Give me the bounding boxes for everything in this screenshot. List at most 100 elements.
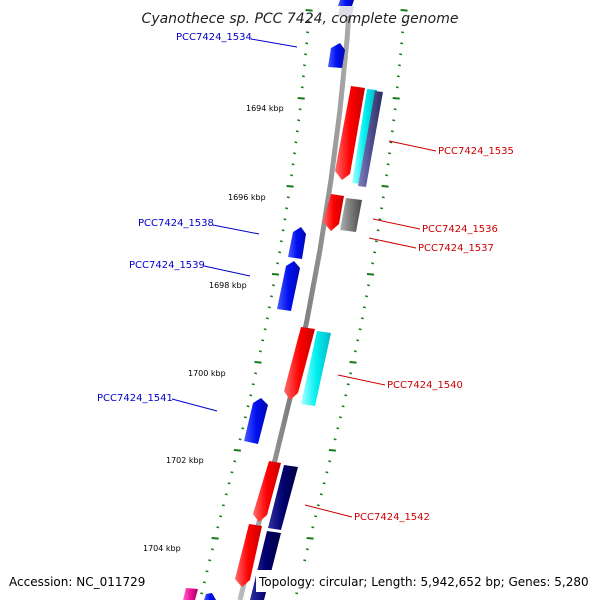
- gene-label-forward: PCC7424_1539: [129, 260, 205, 271]
- scale-label: 1702 kbp: [166, 456, 204, 465]
- tick-mark: [356, 339, 360, 342]
- tick-mark: [328, 449, 336, 452]
- tick-mark: [230, 471, 234, 474]
- tick-mark: [270, 295, 273, 298]
- tick-mark: [400, 42, 404, 45]
- tick-mark: [336, 427, 340, 430]
- gene-arrow-pcc7424-1542: [253, 461, 281, 522]
- tick-mark: [380, 207, 384, 210]
- tick-mark: [333, 438, 337, 441]
- tick-mark: [401, 31, 405, 34]
- gene-arrow-pcc7424-1536: [323, 194, 344, 231]
- tick-mark: [286, 196, 290, 199]
- tick-mark: [399, 53, 403, 56]
- footer-backdrop: [0, 570, 150, 592]
- tick-mark: [263, 328, 267, 331]
- tick-mark: [322, 482, 326, 485]
- scale-label: 1700 kbp: [188, 369, 226, 378]
- tick-mark: [208, 559, 212, 562]
- tick-mark: [233, 460, 237, 463]
- gene-arrow: [338, 6, 354, 16]
- tick-mark: [328, 460, 332, 463]
- gene-feature-pcc7424-1537: [340, 198, 362, 232]
- gene-feature: [268, 465, 298, 530]
- tick-mark: [291, 163, 295, 166]
- tick-mark: [386, 163, 390, 166]
- tick-mark: [224, 493, 228, 496]
- tick-mark: [378, 218, 382, 221]
- tick-mark: [293, 152, 296, 155]
- tick-mark: [216, 526, 220, 529]
- gene-label-forward: PCC7424_1538: [138, 218, 214, 229]
- tick-mark: [400, 9, 408, 12]
- tick-mark: [388, 152, 391, 155]
- tick-mark: [385, 174, 389, 177]
- tick-mark: [349, 372, 353, 375]
- tick-mark: [241, 427, 245, 430]
- tick-mark: [376, 229, 380, 232]
- footer-backdrop: [256, 570, 600, 592]
- tick-mark: [303, 559, 307, 562]
- tick-mark: [267, 306, 271, 309]
- tick-mark: [294, 141, 298, 144]
- tick-mark: [362, 306, 366, 309]
- tick-mark: [305, 548, 309, 551]
- tick-mark: [286, 185, 294, 188]
- tick-mark: [367, 284, 370, 287]
- gene-label-forward: PCC7424_1534: [176, 32, 252, 43]
- tick-mark: [374, 240, 378, 243]
- gene-arrow-pcc7424-1538: [288, 227, 306, 259]
- tick-mark: [393, 108, 397, 111]
- tick-mark: [265, 317, 269, 320]
- tick-mark: [401, 20, 405, 23]
- tick-mark: [366, 273, 375, 276]
- tick-mark: [338, 416, 342, 419]
- gene-arrow-pcc7424-1540: [284, 327, 315, 400]
- tick-mark: [390, 130, 394, 133]
- tick-mark: [319, 493, 323, 496]
- accession-text: Accession: NC_011729: [9, 575, 145, 589]
- gene-label-reverse: PCC7424_1536: [422, 224, 498, 235]
- tick-mark: [392, 97, 400, 100]
- gene-label-reverse: PCC7424_1542: [354, 512, 430, 523]
- map-title: Cyanothece sp. PCC 7424, complete genome: [142, 11, 459, 27]
- tick-mark: [381, 185, 389, 188]
- tick-mark: [210, 548, 214, 551]
- tick-mark: [278, 251, 282, 254]
- tick-mark: [221, 504, 225, 507]
- gene-arrow: [204, 593, 216, 600]
- tick-mark: [358, 328, 362, 331]
- gene-arrow-pcc7424-1534: [328, 43, 345, 68]
- gene-arrow-pcc7424-1535: [335, 86, 365, 180]
- tick-mark: [316, 504, 320, 507]
- gene-label-reverse: PCC7424_1537: [418, 243, 494, 254]
- tick-mark: [285, 207, 289, 210]
- tick-mark: [295, 592, 299, 595]
- tick-mark: [344, 394, 348, 397]
- tick-mark: [304, 53, 308, 56]
- gene-feature: [301, 331, 331, 406]
- tick-mark: [305, 9, 313, 12]
- tick-mark: [211, 537, 219, 540]
- tick-mark: [249, 394, 253, 397]
- tick-mark: [254, 372, 258, 375]
- tick-mark: [381, 196, 385, 199]
- scale-label: 1704 kbp: [143, 544, 181, 553]
- tick-mark: [295, 130, 299, 133]
- scale-label: 1694 kbp: [246, 104, 284, 113]
- tick-mark: [325, 471, 329, 474]
- tick-mark: [200, 592, 204, 595]
- tick-mark: [306, 537, 314, 540]
- tick-mark: [219, 515, 223, 518]
- gene-label-forward: PCC7424_1541: [97, 393, 173, 404]
- tick-mark: [281, 229, 285, 232]
- tick-mark: [346, 383, 350, 386]
- tick-mark: [341, 405, 345, 408]
- tick-mark: [297, 119, 301, 122]
- tick-mark: [258, 350, 262, 353]
- tick-mark: [276, 262, 280, 265]
- tick-mark: [243, 416, 247, 419]
- tick-mark: [251, 383, 255, 386]
- tick-mark: [314, 515, 318, 518]
- tick-mark: [272, 284, 275, 287]
